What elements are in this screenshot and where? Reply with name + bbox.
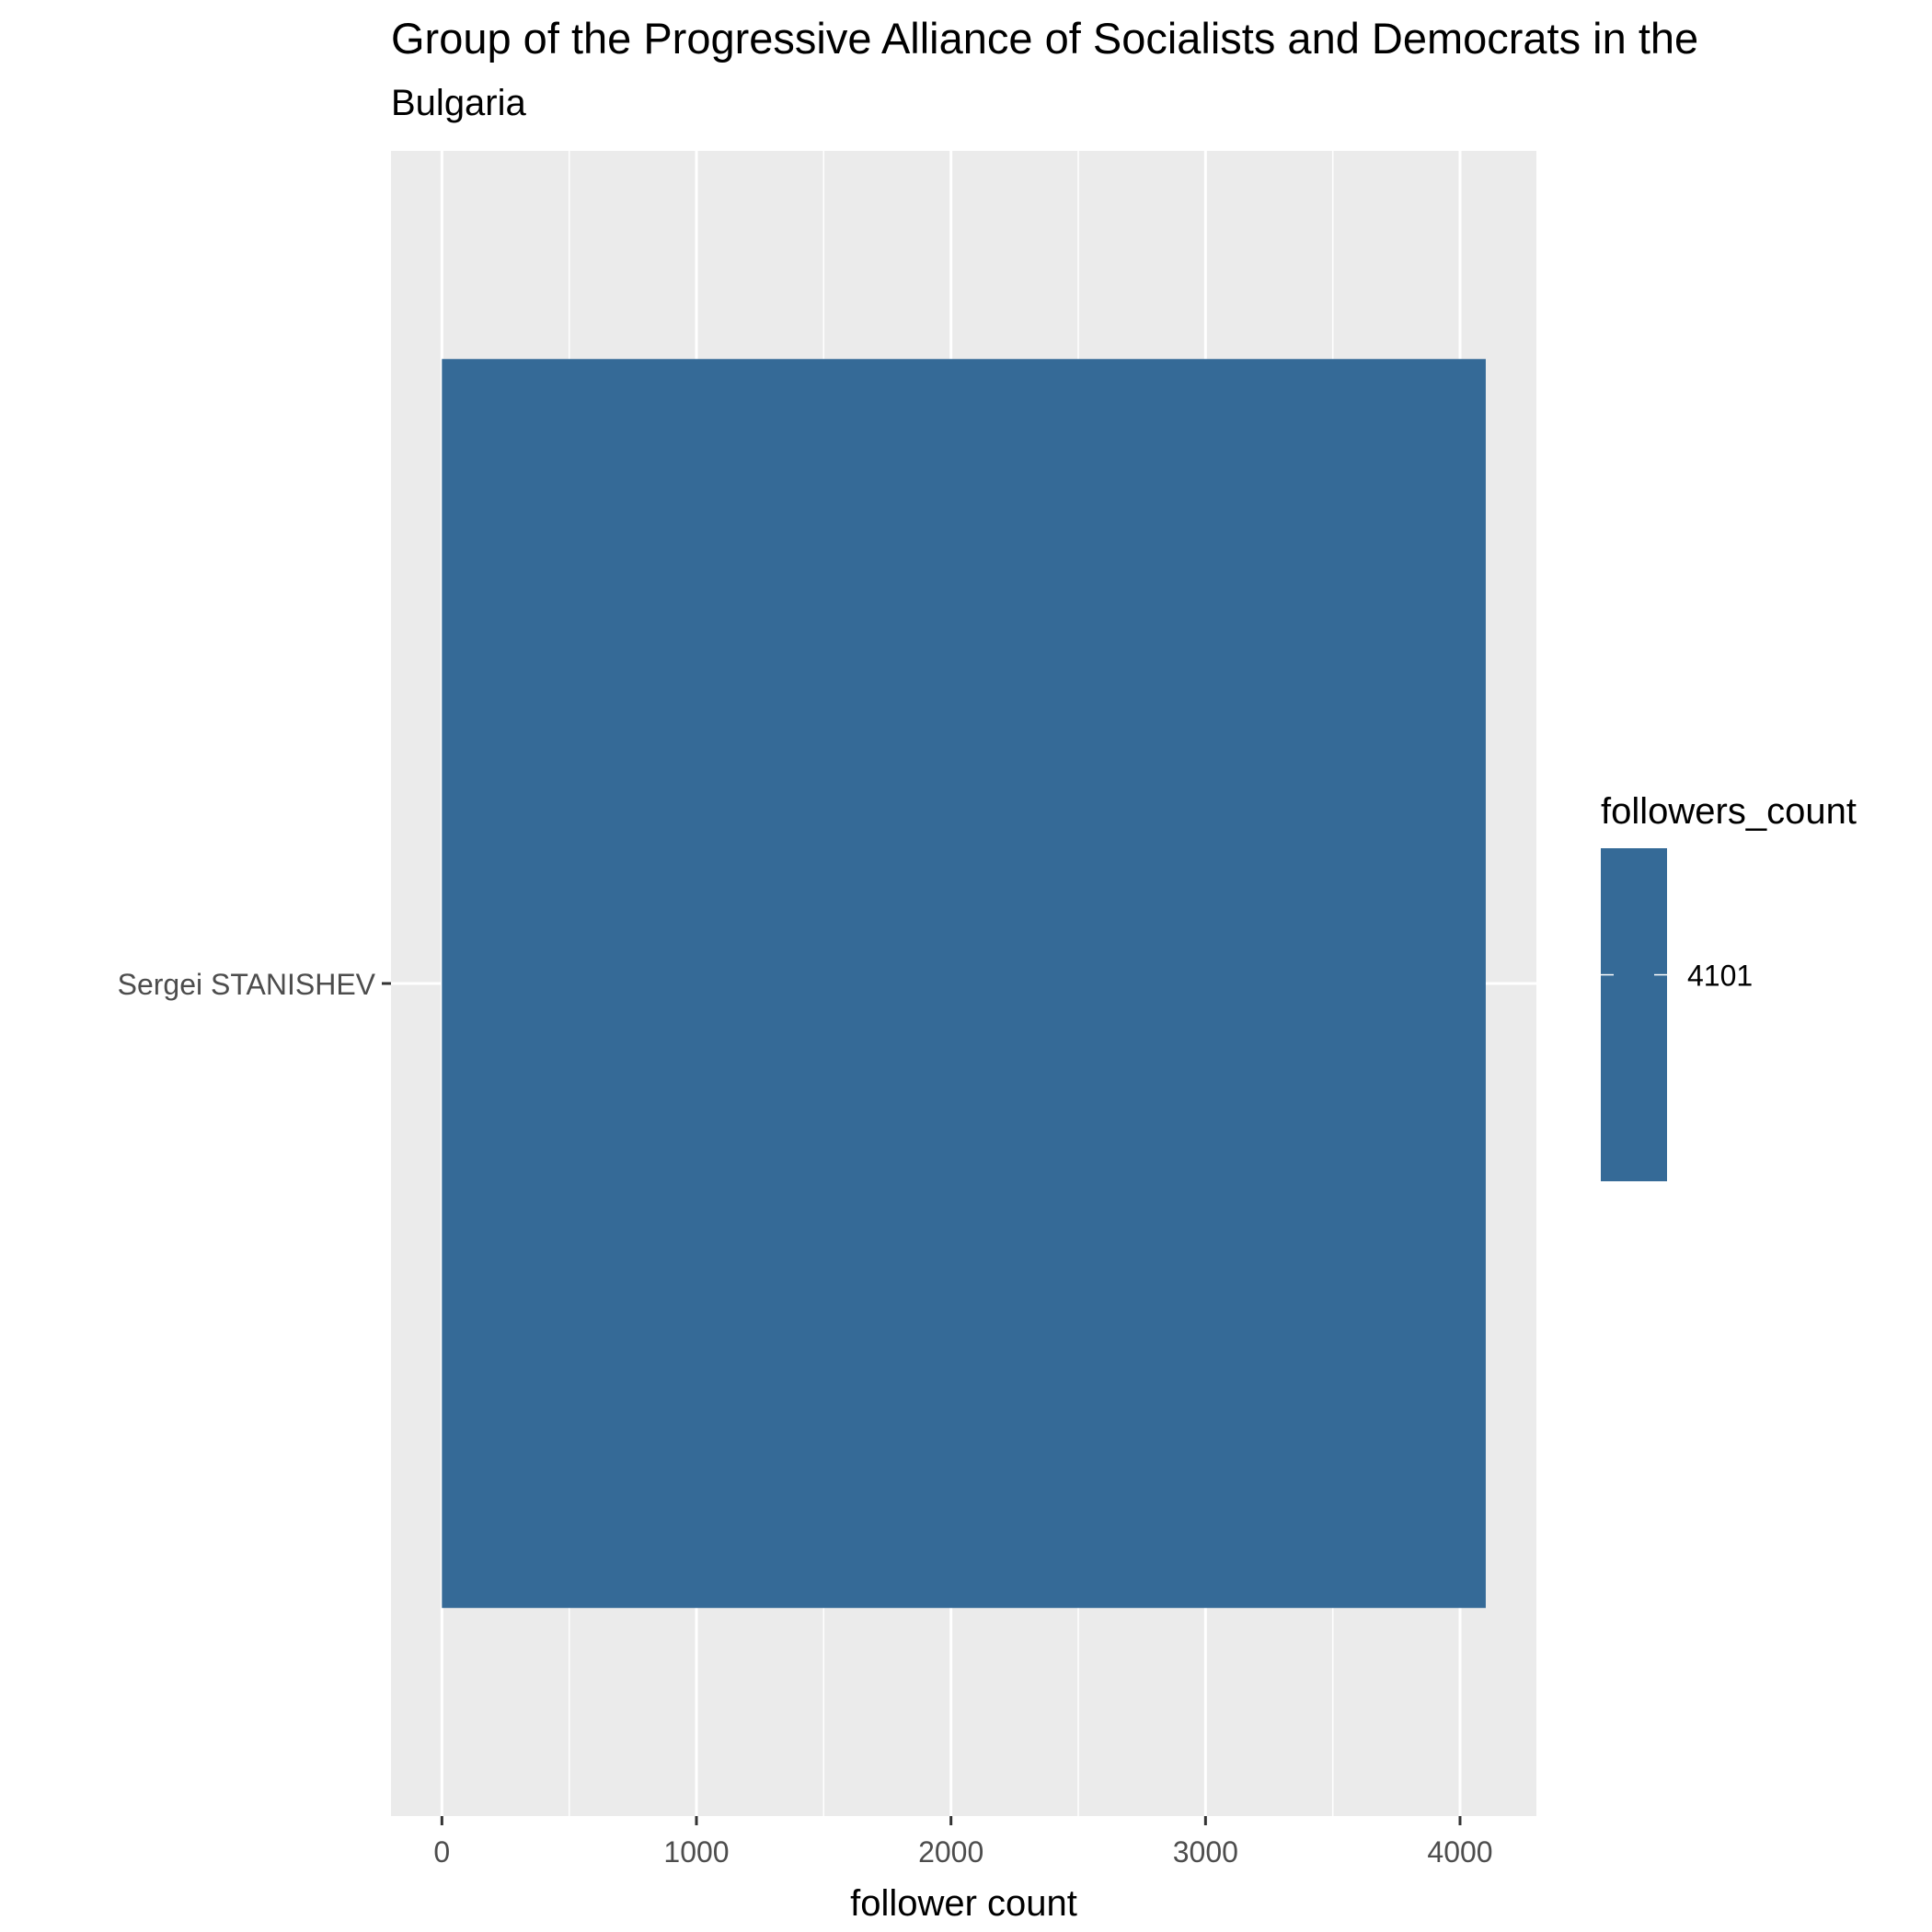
x-tick-label: 4000 [1427,1835,1492,1869]
x-tick-label: 1000 [663,1835,729,1869]
chart-subtitle: Bulgaria [391,83,526,123]
legend-label: 4101 [1687,960,1753,993]
x-tick-label: 2000 [918,1835,983,1869]
x-tick-label: 3000 [1173,1835,1238,1869]
bars [442,359,1486,1608]
y-axis: Sergei STANISHEV [118,968,391,1001]
legend: followers_count 4101 [1601,791,1857,1181]
y-tick-label: Sergei STANISHEV [118,968,376,1001]
x-axis: 0 1000 2000 3000 4000 [433,1816,1493,1869]
x-tick-label: 0 [433,1835,450,1869]
legend-colorbar [1601,848,1667,1181]
chart-title: Group of the Progressive Alliance of Soc… [391,14,1699,63]
legend-title: followers_count [1601,791,1857,832]
x-axis-label: follower count [850,1883,1077,1924]
bar [442,359,1486,1608]
